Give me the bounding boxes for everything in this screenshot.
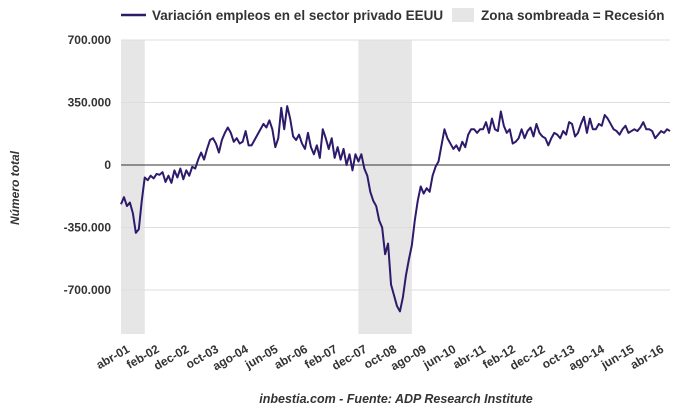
y-tick-label: -350.000 xyxy=(64,221,112,235)
x-tick-label: abr-16 xyxy=(628,342,666,372)
x-tick-label: jun-10 xyxy=(420,342,459,372)
y-tick-label: 350.000 xyxy=(68,96,112,110)
y-tick-label: -700.000 xyxy=(64,283,112,297)
legend-series-label: Variación empleos en el sector privado E… xyxy=(152,8,443,23)
x-tick-label: abr-01 xyxy=(94,342,132,372)
y-tick-label: 700.000 xyxy=(68,33,112,47)
legend: Variación empleos en el sector privado E… xyxy=(121,8,664,23)
source-caption: inbestia.com - Fuente: ADP Research Inst… xyxy=(259,392,532,406)
recession-band-2 xyxy=(358,40,412,334)
x-tick-label: abr-06 xyxy=(272,342,310,372)
y-axis-label: Número total xyxy=(8,150,22,225)
legend-shade-label: Zona sombreada = Recesión xyxy=(481,8,664,23)
legend-shade-swatch xyxy=(452,8,474,22)
recession-band-1 xyxy=(121,40,145,334)
series-line-1 xyxy=(120,105,671,313)
x-tick-label: jun-15 xyxy=(598,342,637,372)
x-tick-label: abr-11 xyxy=(450,342,488,372)
y-tick-label: 0 xyxy=(104,158,111,172)
plot-area: 700.000350.0000-350.000-700.000abr-01feb… xyxy=(64,33,671,373)
x-tick-label: jun-05 xyxy=(242,342,281,372)
